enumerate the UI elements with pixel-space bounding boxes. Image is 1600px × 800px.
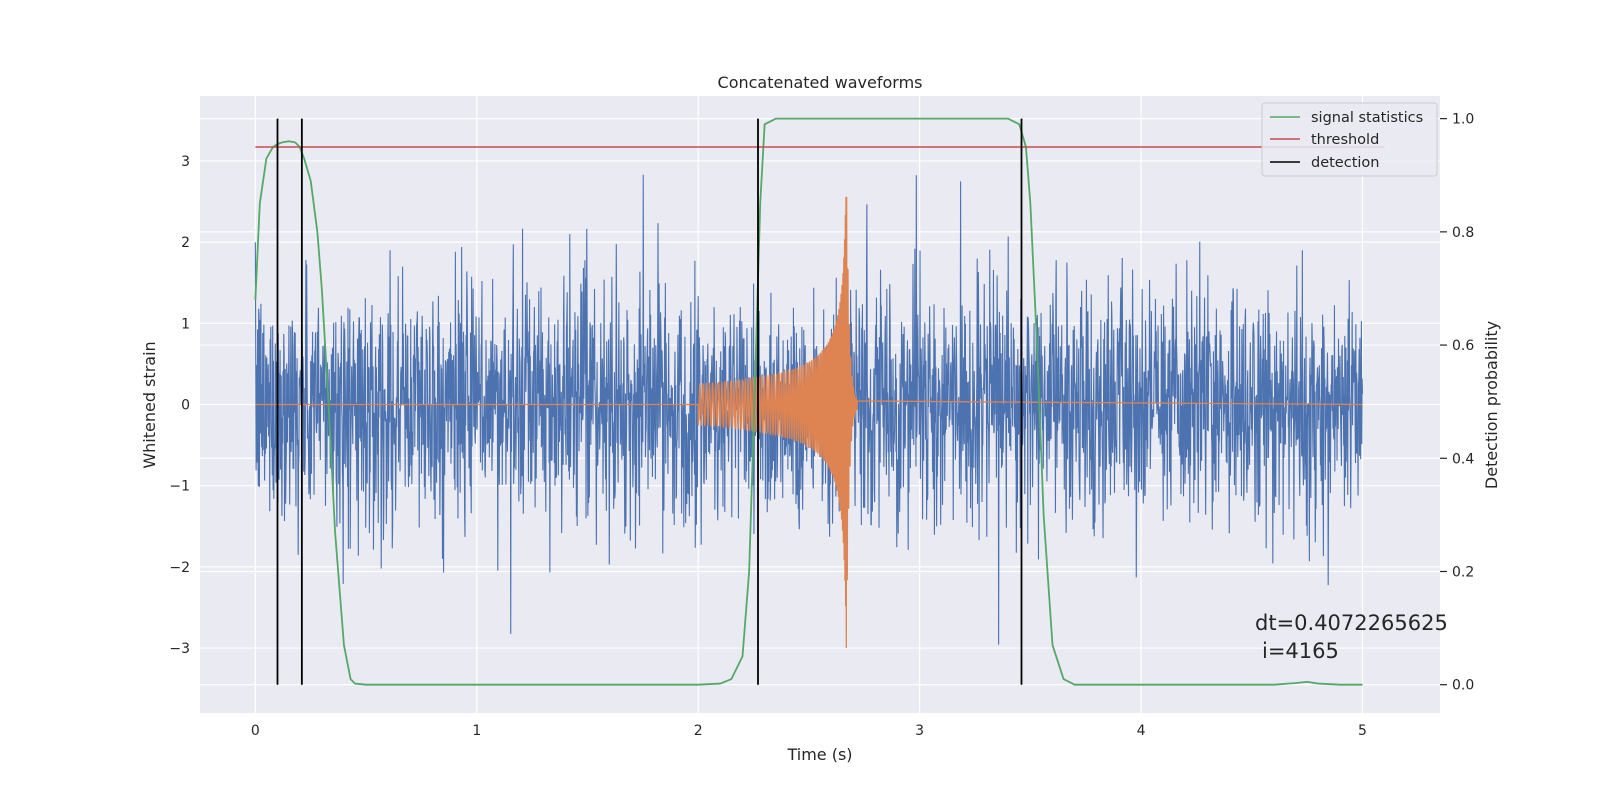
- y-axis-label-right: Detection probability: [1482, 321, 1501, 489]
- y-tick-label-6: 3: [181, 154, 190, 170]
- y-right-tick-label-2: 0.4: [1452, 451, 1474, 467]
- series-layer: [254, 117, 1385, 686]
- x-tick-label-0: 0: [251, 723, 260, 739]
- y-tick-label-3: 0: [181, 398, 190, 414]
- annotation-dt: dt=0.4072265625: [1255, 611, 1448, 635]
- x-tick-label-1: 1: [472, 723, 481, 739]
- x-tick-label-4: 4: [1137, 723, 1146, 739]
- y-tick-label-2: −1: [169, 479, 190, 495]
- x-tick-label-3: 3: [915, 723, 924, 739]
- y-tick-label-0: −3: [169, 641, 190, 657]
- strain-series: [254, 174, 1364, 645]
- y-tick-label-4: 1: [181, 316, 190, 332]
- x-tick-label-5: 5: [1358, 723, 1367, 739]
- chart-title: Concatenated waveforms: [718, 73, 923, 92]
- y-right-tick-label-1: 0.2: [1452, 564, 1474, 580]
- x-axis: 0 1 2 3 4 5: [251, 723, 1367, 739]
- legend-label-threshold: threshold: [1311, 132, 1379, 148]
- y-right-tick-label-4: 0.8: [1452, 225, 1474, 241]
- y-axis-label: Whitened strain: [140, 341, 159, 468]
- y-axis-left: −3 −2 −1 0 1 2 3: [169, 154, 190, 657]
- legend: signal statistics threshold detection: [1261, 102, 1438, 177]
- y-right-tick-label-3: 0.6: [1452, 338, 1474, 354]
- signal-statistics-series: [254, 117, 1363, 686]
- legend-label-detection: detection: [1311, 155, 1379, 171]
- y-right-tick-label-5: 1.0: [1452, 112, 1474, 128]
- x-tick-label-2: 2: [694, 723, 703, 739]
- legend-box: [1261, 102, 1438, 177]
- y-axis-right: 0.0 0.2 0.4 0.6 0.8 1.0: [1440, 112, 1474, 694]
- x-axis-label: Time (s): [786, 745, 852, 764]
- y-tick-label-1: −2: [169, 560, 190, 576]
- y-right-tick-label-0: 0.0: [1452, 678, 1474, 694]
- y-tick-label-5: 2: [181, 235, 190, 251]
- template-series: [255, 196, 1363, 649]
- legend-label-signal-statistics: signal statistics: [1311, 110, 1423, 126]
- annotation-index: i=4165: [1262, 639, 1339, 663]
